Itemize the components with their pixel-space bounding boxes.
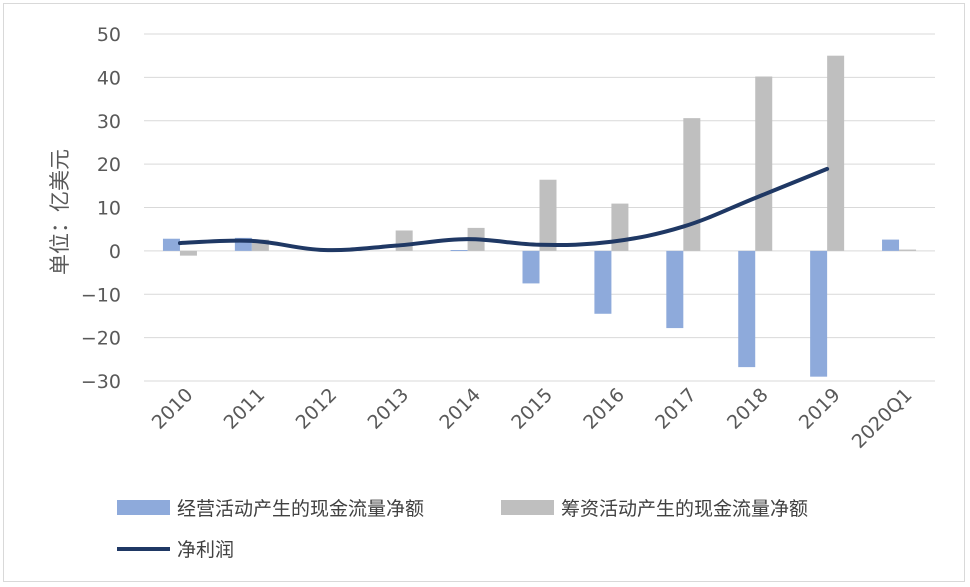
- y-axis-ticks: 50 40 30 20 10 0 −10 −20 −30: [81, 24, 121, 393]
- financing-cashflow-bar: [539, 179, 557, 251]
- financing-cashflow-bar: [755, 76, 773, 251]
- y-tick-label: −30: [81, 371, 121, 393]
- legend-label-financing: 筹资活动产生的现金流量净额: [561, 498, 808, 520]
- y-tick-label: 10: [97, 198, 121, 220]
- chart-frame: 50 40 30 20 10 0 −10 −20 −30 2010 2011 2012 2013 201…: [3, 3, 965, 582]
- legend-label-operating: 经营活动产生的现金流量净额: [177, 498, 424, 520]
- y-tick-label: −10: [81, 284, 121, 306]
- financing-cashflow-bar: [251, 239, 269, 251]
- financing-cashflow-bar: [683, 118, 701, 251]
- bars: [162, 55, 917, 377]
- x-axis-ticks: 2010 2011 2012 2013 2014 2015 2016 2017 2018 2019…: [148, 384, 917, 453]
- operating-cashflow-bar: [522, 250, 540, 284]
- operating-cashflow-bar: [450, 250, 468, 252]
- y-tick-label: 30: [97, 111, 121, 133]
- operating-cashflow-bar: [666, 250, 684, 329]
- x-tick-label: 2015: [507, 384, 557, 434]
- x-tick-label: 2017: [651, 384, 701, 434]
- x-tick-label: 2012: [292, 384, 342, 434]
- financing-cashflow-bar: [395, 230, 413, 251]
- financing-cashflow-bar: [899, 249, 917, 251]
- x-tick-label: 2014: [435, 384, 485, 434]
- legend-swatch-financing: [501, 500, 554, 515]
- y-tick-label: 20: [97, 154, 121, 176]
- y-tick-label: 0: [109, 241, 121, 263]
- operating-cashflow-bar: [162, 238, 180, 251]
- net-profit-line: [177, 166, 830, 253]
- x-tick-label: 2018: [723, 384, 773, 434]
- operating-cashflow-bar: [594, 250, 612, 314]
- y-tick-label: −20: [81, 328, 121, 350]
- y-axis-label: 单位：亿美元: [48, 149, 72, 275]
- y-tick-label: 50: [97, 24, 121, 46]
- financing-cashflow-bar: [611, 203, 629, 251]
- financing-cashflow-bar: [179, 250, 197, 256]
- operating-cashflow-bar: [810, 250, 828, 377]
- legend-swatch-operating: [117, 500, 170, 515]
- operating-cashflow-bar: [738, 250, 756, 368]
- x-tick-label: 2013: [363, 384, 413, 434]
- y-tick-label: 40: [97, 67, 121, 89]
- operating-cashflow-bar: [882, 239, 900, 251]
- x-tick-label: 2019: [795, 384, 845, 434]
- net-profit-line-layer: [177, 166, 830, 253]
- x-tick-label: 2020Q1: [848, 384, 917, 453]
- x-tick-label: 2010: [148, 384, 198, 434]
- financing-cashflow-bar: [827, 55, 845, 251]
- legend-label-net-profit: 净利润: [177, 539, 234, 561]
- x-tick-label: 2016: [579, 384, 629, 434]
- x-tick-label: 2011: [220, 384, 270, 434]
